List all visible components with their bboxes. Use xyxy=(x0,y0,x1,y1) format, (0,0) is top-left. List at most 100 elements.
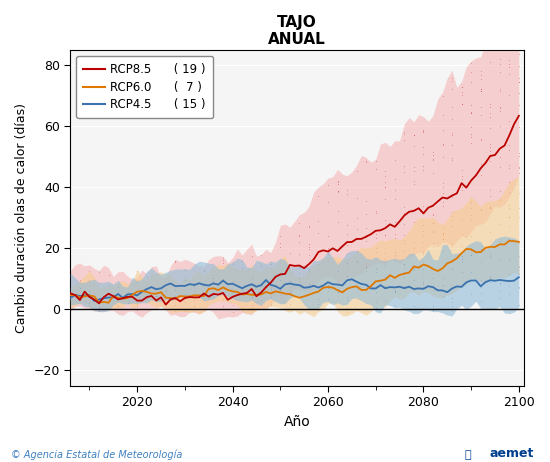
Point xyxy=(276,276,285,284)
Point xyxy=(333,188,342,195)
Point xyxy=(190,303,199,310)
Point xyxy=(285,287,294,295)
Point xyxy=(457,89,466,96)
Point xyxy=(314,305,323,313)
Point xyxy=(123,298,132,305)
Point xyxy=(352,295,361,303)
Point xyxy=(476,75,485,83)
Point xyxy=(371,165,380,173)
Point xyxy=(496,108,504,115)
Point xyxy=(228,278,237,285)
Point xyxy=(276,294,285,301)
Point xyxy=(486,101,494,108)
Point xyxy=(75,277,84,284)
Point xyxy=(400,203,409,210)
Point xyxy=(95,268,103,276)
Point xyxy=(419,127,428,134)
Point xyxy=(295,269,304,277)
Point xyxy=(467,68,476,76)
Point xyxy=(457,100,466,108)
Point xyxy=(219,276,228,284)
Point xyxy=(505,236,514,243)
Point xyxy=(390,286,399,293)
Point xyxy=(409,181,418,188)
Point xyxy=(133,302,141,310)
Point xyxy=(390,255,399,262)
Point xyxy=(190,284,199,292)
Point xyxy=(409,177,418,184)
Point xyxy=(448,216,456,224)
Point xyxy=(381,283,389,290)
Point xyxy=(238,267,246,274)
Point xyxy=(323,233,332,240)
Point xyxy=(371,209,380,216)
Point xyxy=(190,296,199,304)
Point xyxy=(467,109,476,116)
Point xyxy=(438,199,447,206)
Point xyxy=(114,298,123,305)
Point xyxy=(305,269,314,277)
Point xyxy=(448,265,456,273)
Point xyxy=(161,287,170,295)
Point xyxy=(323,199,332,206)
Point xyxy=(381,274,389,281)
Point xyxy=(496,255,504,262)
Point xyxy=(381,282,389,289)
Point xyxy=(171,257,180,265)
Point xyxy=(362,263,371,270)
Point xyxy=(390,251,399,259)
Point xyxy=(419,250,428,258)
Point xyxy=(323,251,332,258)
Point xyxy=(448,194,456,201)
Point xyxy=(505,213,514,220)
Point xyxy=(314,267,323,274)
Point xyxy=(390,288,399,295)
Point xyxy=(295,275,304,283)
Point xyxy=(323,285,332,292)
Point xyxy=(371,248,380,255)
Point xyxy=(486,109,494,117)
Point xyxy=(257,302,266,309)
Point xyxy=(505,222,514,229)
Point xyxy=(133,288,141,296)
Point xyxy=(400,237,409,244)
Point xyxy=(476,137,485,144)
Point xyxy=(457,265,466,272)
Point xyxy=(248,301,256,309)
Point xyxy=(238,293,246,301)
Point xyxy=(457,273,466,280)
Point xyxy=(505,256,514,263)
Point xyxy=(409,167,418,174)
Point xyxy=(409,267,418,274)
Point xyxy=(505,204,514,212)
Point xyxy=(276,292,285,299)
Point xyxy=(371,244,380,252)
Point xyxy=(438,292,447,299)
Point xyxy=(276,270,285,277)
Point xyxy=(486,58,494,65)
Point xyxy=(390,235,399,242)
Point xyxy=(496,103,504,110)
Point xyxy=(486,304,494,311)
Point xyxy=(333,288,342,296)
Point xyxy=(505,37,514,45)
Point xyxy=(381,183,389,191)
Point xyxy=(352,285,361,292)
Point xyxy=(496,255,504,262)
Point xyxy=(371,231,380,238)
Point xyxy=(295,231,304,238)
Point xyxy=(390,230,399,237)
Point xyxy=(400,130,409,138)
Point xyxy=(448,85,456,93)
Point xyxy=(161,294,170,302)
Point xyxy=(352,247,361,254)
Point xyxy=(133,306,141,313)
Point xyxy=(514,285,523,292)
Point xyxy=(180,276,189,284)
Point xyxy=(448,302,456,310)
Point xyxy=(496,287,504,295)
Point xyxy=(180,298,189,305)
Point xyxy=(266,261,275,268)
Point xyxy=(104,289,113,297)
Point xyxy=(352,225,361,233)
